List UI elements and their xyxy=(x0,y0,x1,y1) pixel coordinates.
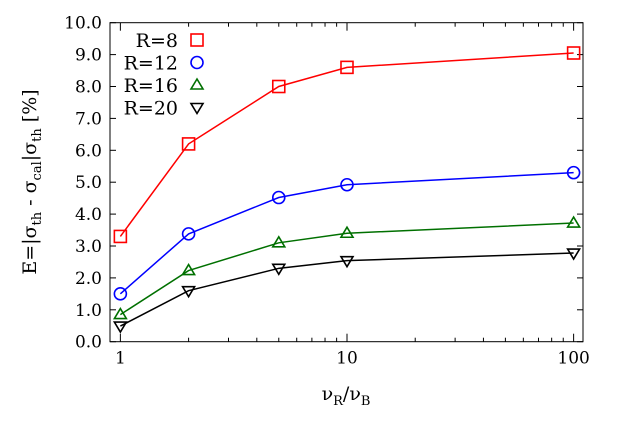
marker-square xyxy=(113,229,128,244)
marker-triangle-down xyxy=(181,285,197,299)
y-tick-label: 3.0 xyxy=(75,237,102,257)
marker-circle xyxy=(181,227,196,241)
y-tick-label: 7.0 xyxy=(75,109,102,129)
legend-label: R=12 xyxy=(124,53,178,75)
marker-triangle-down xyxy=(566,248,582,261)
y-tick-label: 4.0 xyxy=(75,205,102,225)
marker-triangle-down xyxy=(271,263,287,276)
y-tick-label: 0.0 xyxy=(75,333,102,353)
series-line xyxy=(120,252,574,327)
y-tick-label: 2.0 xyxy=(75,269,102,289)
series-r-16 xyxy=(112,215,582,320)
marker-circle xyxy=(566,165,581,180)
y-tick-label: 6.0 xyxy=(75,141,102,161)
marker-square xyxy=(566,46,581,60)
marker-triangle-up xyxy=(271,235,287,248)
y-tick-label: 8.0 xyxy=(75,78,102,98)
marker-circle xyxy=(190,55,204,70)
series-line xyxy=(119,171,574,295)
marker-circle xyxy=(271,190,286,205)
marker-circle xyxy=(340,177,354,192)
marker-circle xyxy=(113,287,128,301)
series-r-8 xyxy=(113,46,581,244)
series-r-20 xyxy=(112,248,582,334)
x-tick-label: 10 xyxy=(336,349,358,369)
marker-triangle-up xyxy=(339,225,355,239)
legend-label: R=8 xyxy=(136,30,178,52)
y-tick-label: 9.0 xyxy=(75,46,102,66)
series-r-12 xyxy=(113,165,581,301)
y-tick-label: 10.0 xyxy=(64,14,102,34)
marker-triangle-up xyxy=(189,77,205,90)
marker-square xyxy=(181,137,196,151)
marker-triangle-up xyxy=(566,215,582,228)
y-tick-label: 5.0 xyxy=(75,173,102,193)
x-tick-label: 1 xyxy=(115,349,126,369)
marker-triangle-up xyxy=(112,307,128,320)
series-line xyxy=(119,52,574,237)
series-line xyxy=(119,222,574,316)
marker-triangle-down xyxy=(112,321,128,334)
legend-label: R=16 xyxy=(124,75,178,97)
x-tick-label: 100 xyxy=(557,349,589,369)
marker-triangle-up xyxy=(181,263,197,276)
legend-label: R=20 xyxy=(124,98,178,120)
marker-square xyxy=(340,60,354,75)
marker-triangle-down xyxy=(189,102,205,116)
marker-triangle-down xyxy=(339,255,355,269)
marker-square xyxy=(271,79,286,94)
y-tick-label: 1.0 xyxy=(75,301,102,321)
x-axis-label: νR/νB xyxy=(322,383,371,409)
y-axis-label: E=|σth - σcal|σth [%] xyxy=(19,89,45,274)
marker-square xyxy=(190,33,204,47)
